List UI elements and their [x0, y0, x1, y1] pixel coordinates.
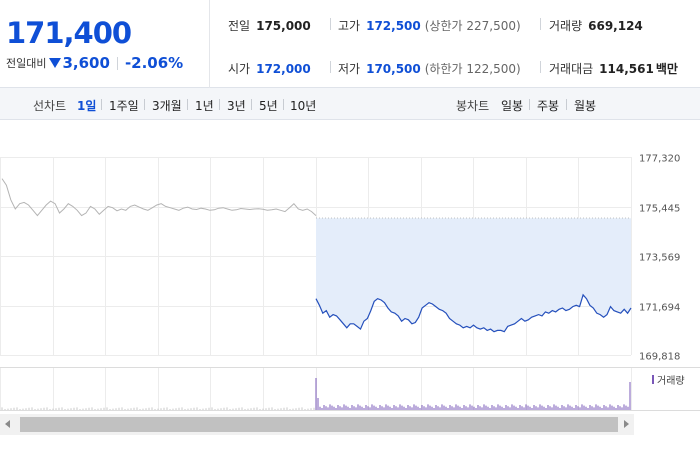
- change-amount: 3,600: [62, 54, 110, 72]
- scroll-left-arrow-icon[interactable]: [5, 420, 10, 428]
- candle-daily[interactable]: 일봉: [501, 99, 524, 113]
- chart-period-bar: 선차트 1일 1주일 3개월 1년 3년 5년 10년 봉차트 일봉 주봉 월봉: [0, 88, 700, 120]
- period-3y[interactable]: 3년: [227, 99, 246, 113]
- volume-value: 669,124: [588, 19, 643, 33]
- open-label: 시가: [228, 62, 251, 76]
- today-area-fill: [316, 218, 631, 332]
- volume-label: 거래량: [549, 19, 583, 33]
- divider: [566, 99, 567, 110]
- high-label: 고가: [338, 19, 361, 33]
- volume-stat: 거래량 669,124: [549, 17, 643, 34]
- divider: [330, 61, 331, 73]
- divider: [283, 99, 284, 110]
- trade-value-stat: 거래대금 114,561 백만: [549, 60, 678, 77]
- price-chart-svg: 177,320 175,445 173,569 171,694 169,818: [0, 154, 700, 411]
- price-chart: 177,320 175,445 173,569 171,694 169,818 거래량: [0, 120, 700, 412]
- prev-close-stat: 전일 175,000: [228, 17, 311, 34]
- y-axis-tick-label: 173,569: [639, 253, 680, 264]
- scroll-right-arrow-icon[interactable]: [624, 420, 629, 428]
- scroll-thumb[interactable]: [20, 417, 618, 432]
- divider: [540, 61, 541, 73]
- trade-value-label: 거래대금: [549, 62, 594, 76]
- current-price-panel: 171,400 전일대비 3,600 -2.06%: [0, 0, 210, 88]
- y-axis-tick-label: 175,445: [639, 204, 680, 215]
- prev-day-price-line: [1, 178, 317, 217]
- low-label: 저가: [338, 62, 361, 76]
- y-axis-tick-label: 169,818: [639, 352, 680, 363]
- divider: [187, 99, 188, 110]
- open-value: 172,000: [256, 62, 311, 76]
- prev-close-label: 전일: [228, 19, 251, 33]
- candle-chart-label: 봉차트: [456, 99, 490, 113]
- divider: [144, 99, 145, 110]
- divider: [219, 99, 220, 110]
- trade-value: 114,561: [599, 62, 654, 76]
- period-3m[interactable]: 3개월: [152, 99, 182, 113]
- divider: [540, 18, 541, 30]
- volume-legend-label: 거래량: [657, 376, 685, 387]
- price-change: 전일대비 3,600 -2.06%: [6, 54, 183, 72]
- quote-summary: 171,400 전일대비 3,600 -2.06% 전일 175,000 고가 …: [0, 0, 700, 88]
- lower-limit: (하한가 122,500): [424, 62, 521, 76]
- prev-close-value: 175,000: [256, 19, 311, 33]
- change-rate: -2.06%: [124, 54, 184, 72]
- down-triangle-icon: [49, 58, 62, 68]
- upper-limit: (상한가 227,500): [424, 19, 521, 33]
- divider: [116, 56, 118, 70]
- divider: [101, 99, 102, 110]
- low-value: 170,500: [366, 62, 421, 76]
- volume-legend: 거래량: [652, 372, 685, 387]
- current-price: 171,400: [6, 16, 132, 50]
- y-axis-tick-label: 171,694: [639, 303, 680, 314]
- divider: [529, 99, 530, 110]
- y-axis-tick-label: 177,320: [639, 154, 680, 165]
- open-stat: 시가 172,000: [228, 60, 311, 77]
- high-stat: 고가 172,500 (상한가 227,500): [338, 17, 521, 34]
- candle-weekly[interactable]: 주봉: [537, 99, 560, 113]
- period-1y[interactable]: 1년: [195, 99, 214, 113]
- divider: [330, 18, 331, 30]
- period-1d[interactable]: 1일: [77, 99, 97, 113]
- low-stat: 저가 170,500 (하한가 122,500): [338, 60, 521, 77]
- trade-value-unit: 백만: [655, 62, 678, 76]
- divider: [251, 99, 252, 110]
- period-5y[interactable]: 5년: [259, 99, 278, 113]
- period-1w[interactable]: 1주일: [109, 99, 139, 113]
- volume-legend-swatch: [652, 375, 654, 384]
- period-10y[interactable]: 10년: [290, 99, 317, 113]
- change-label: 전일대비: [6, 57, 47, 70]
- today-price-line: [315, 293, 632, 333]
- candle-monthly[interactable]: 월봉: [574, 99, 597, 113]
- high-value: 172,500: [366, 19, 421, 33]
- line-chart-label: 선차트: [33, 99, 67, 113]
- chart-scrollbar[interactable]: [0, 414, 634, 435]
